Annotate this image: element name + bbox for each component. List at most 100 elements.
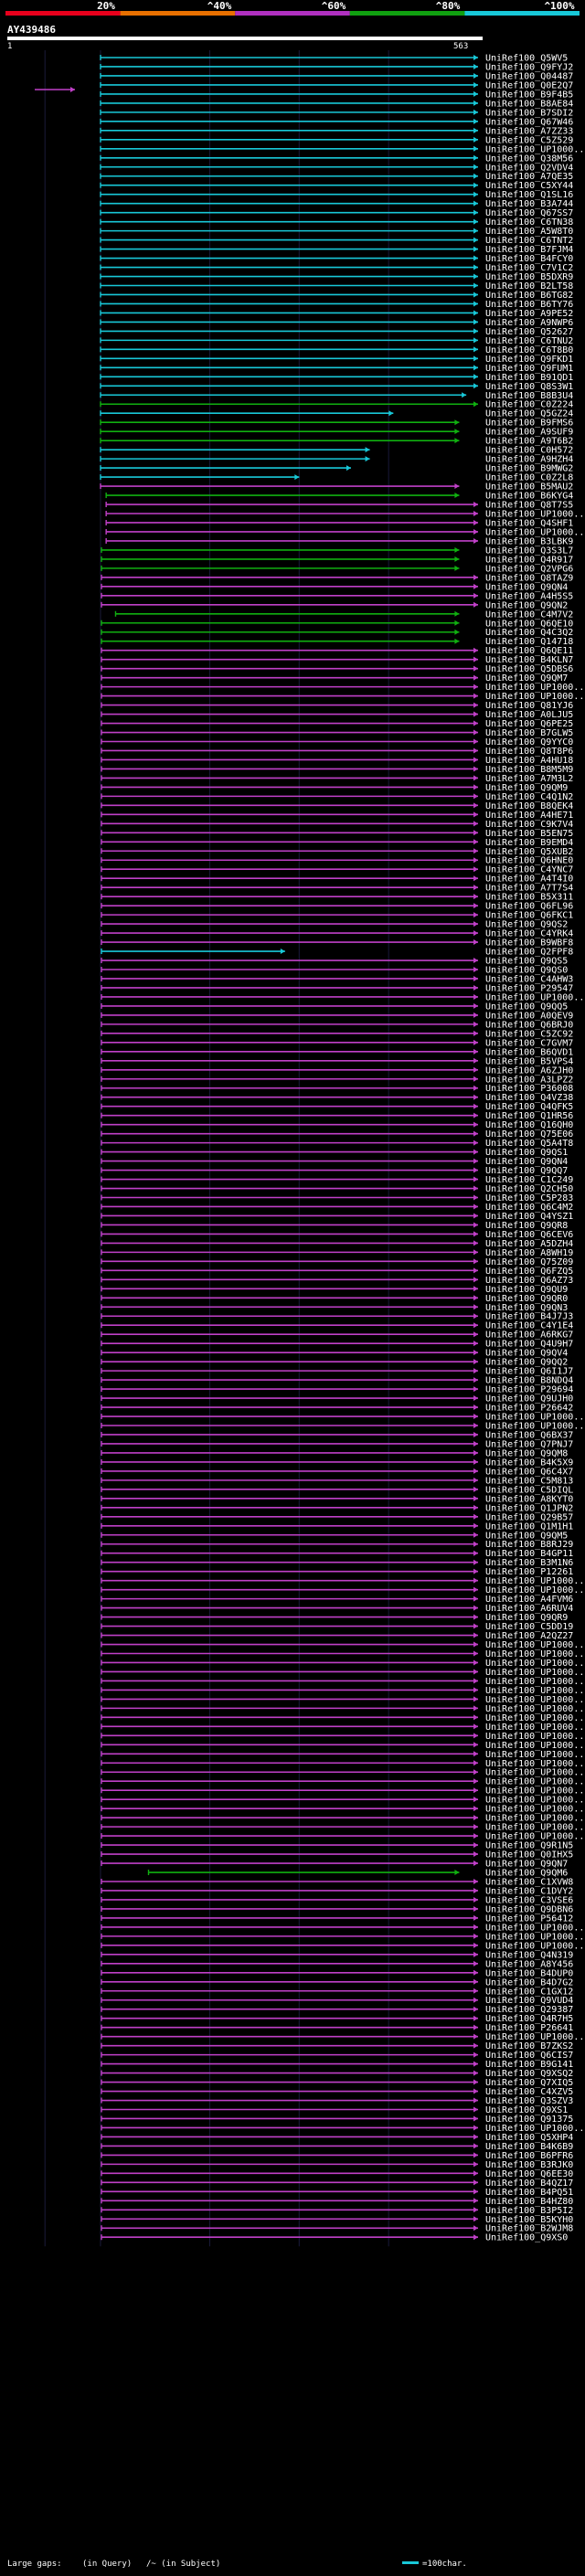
hit-arrow [473,1194,478,1201]
hit-arrow [473,200,478,207]
hit-arrow [473,1048,478,1055]
hit-arrow [473,2088,478,2094]
hit-arrow [473,1267,478,1274]
hit-label: UniRef100_Q9FKD1 [485,355,573,365]
hit-label: UniRef100_Q29387 [485,2005,573,2015]
hit-label: UniRef100_C6T8B0 [485,345,573,355]
hit-arrow [473,2015,478,2021]
hit-label: UniRef100_UP1000.. [485,1677,584,1687]
hit-label: UniRef100_Q9DBN6 [485,1904,573,1914]
hit-label: UniRef100_A0LJU5 [485,710,573,720]
hit-label: UniRef100_B7SDI2 [485,108,573,118]
query-bar [7,37,483,40]
hit-arrow [473,1112,478,1118]
hit-label: UniRef100_Q9QS1 [485,1148,568,1158]
hit-arrow [473,1778,478,1785]
hit-label: UniRef100_C7V1C2 [485,263,573,273]
hit-label: UniRef100_Q9QM8 [485,1448,568,1458]
hit-label: UniRef100_B8RJ29 [485,1540,573,1550]
hit-arrow [473,1486,478,1492]
hit-arrow [473,136,478,143]
hit-label: UniRef100_C1GX12 [485,1987,573,1997]
hit-label: UniRef100_Q9QN4 [485,1157,568,1167]
hit-arrow [473,1541,478,1547]
hit-label: UniRef100_B4J7J3 [485,1312,573,1322]
hit-arrow [473,729,478,736]
hit-arrow [473,164,478,170]
hit-arrow [473,784,478,790]
hit-label: UniRef100_P26641 [485,2023,573,2033]
hit-label: UniRef100_C4M7V2 [485,610,573,620]
hit-arrow [473,1395,478,1402]
hit-label: UniRef100_Q9QR0 [485,1294,568,1304]
hit-arrow [454,556,460,562]
hit-arrow [473,1988,478,1994]
hit-label: UniRef100_A7T7S4 [485,884,573,894]
hit-arrow [473,1094,478,1100]
hit-label: UniRef100_Q4U9H7 [485,1340,573,1350]
hit-arrow [473,1678,478,1684]
hit-arrow [473,1085,478,1091]
hit-arrow [473,939,478,946]
hit-label: UniRef100_Q4N319 [485,1950,573,1960]
hit-label: UniRef100_Q6EE30 [485,2169,573,2179]
hit-label: UniRef100_A8KYT0 [485,1494,573,1504]
hit-label: UniRef100_Q5WV5 [485,54,568,64]
hit-arrow [473,173,478,179]
hit-label: UniRef100_B3RJK0 [485,2160,573,2170]
hit-arrow [473,1002,478,1009]
hit-label: UniRef100_UP1000.. [485,1422,584,1432]
hit-label: UniRef100_Q9QN7 [485,1860,568,1870]
hit-arrow [473,2198,478,2204]
hit-arrow [473,674,478,681]
hit-label: UniRef100_Q6PE25 [485,719,573,729]
hit-label: UniRef100_B9F4B5 [485,90,573,100]
hit-arrow [473,711,478,717]
hit-label: UniRef100_Q6I1J7 [485,1367,573,1377]
hit-label: UniRef100_UP1000.. [485,510,584,520]
hit-arrow [473,1896,478,1903]
hit-arrow [473,1742,478,1748]
hit-arrow [473,1997,478,2003]
hit-arrow [388,410,394,417]
hit-arrow [454,546,460,553]
hit-arrow [473,1021,478,1027]
hit-arrow [473,81,478,88]
hit-arrow [473,2189,478,2195]
hit-label: UniRef100_C1DVY2 [485,1886,573,1896]
hit-label: UniRef100_Q9QM9 [485,783,568,793]
hit-label: UniRef100_B8QEK4 [485,801,573,811]
hit-arrow [473,830,478,836]
hit-arrow [454,565,460,571]
hit-arrow [454,483,460,490]
hit-label: UniRef100_Q9QV4 [485,1349,568,1359]
hit-label: UniRef100_Q9QN3 [485,1303,568,1313]
hit-label: UniRef100_A4FVM6 [485,1595,573,1605]
hit-label: UniRef100_Q9QQ5 [485,1002,568,1012]
colorbar-segment [235,11,350,16]
hit-label: UniRef100_B4K6B9 [485,2142,573,2152]
hit-label: UniRef100_C1C249 [485,1175,573,1185]
hit-label: UniRef100_UP1000.. [485,992,584,1002]
hit-label: UniRef100_C4AHW3 [485,974,573,984]
hit-arrow [473,2070,478,2076]
hit-arrow [473,365,478,371]
hit-label: UniRef100_Q4QFK5 [485,1102,573,1112]
hit-arrow [473,72,478,79]
hit-arrow [473,1249,478,1256]
tick-label: ^80% [436,0,461,12]
hit-arrow [473,2234,478,2241]
hit-arrow [346,465,351,472]
hit-arrow [473,209,478,216]
hit-arrow [473,1140,478,1146]
hit-label: UniRef100_UP1000.. [485,1686,584,1696]
hit-label: UniRef100_C5P283 [485,1193,573,1203]
hit-label: UniRef100_P56412 [485,1913,573,1924]
hit-label: UniRef100_UP1000.. [485,692,584,702]
hit-label: UniRef100_C7GVM7 [485,1038,573,1048]
hit-arrow [365,447,370,453]
hit-label: UniRef100_C4YNC7 [485,865,573,875]
hit-label: UniRef100_A3LPZ2 [485,1075,573,1085]
hit-label: UniRef100_B4K5X9 [485,1458,573,1468]
hit-label: UniRef100_UP1000.. [485,1941,584,1951]
